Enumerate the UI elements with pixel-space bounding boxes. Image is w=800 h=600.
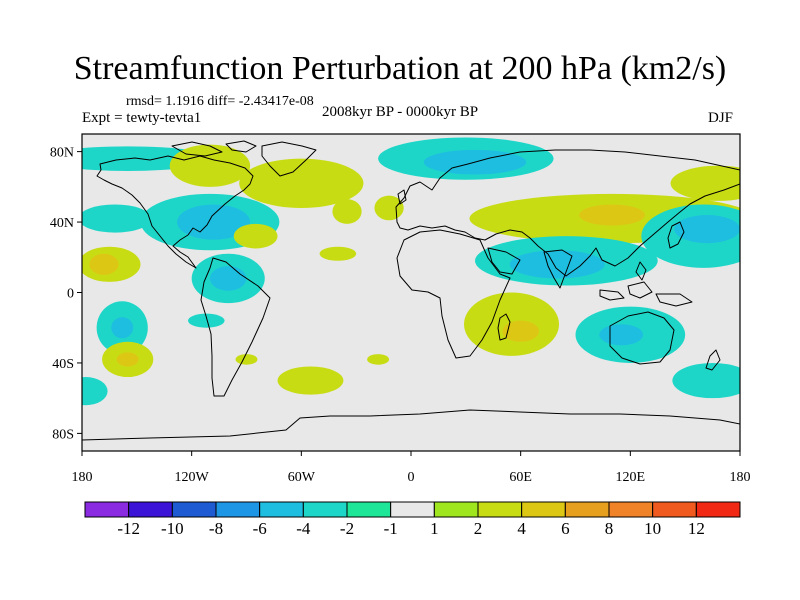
colorbar-swatch-0 bbox=[84, 501, 130, 518]
x-tick-label-3: 0 bbox=[408, 470, 415, 485]
anomaly-region-7 bbox=[89, 253, 119, 275]
colorbar-label-0: -12 bbox=[117, 519, 140, 538]
anomaly-region-15 bbox=[188, 313, 225, 328]
colorbar-swatch-7 bbox=[390, 501, 435, 518]
anomaly-region-26 bbox=[579, 204, 645, 226]
anomaly-region-33 bbox=[502, 320, 539, 342]
anomaly-region-1 bbox=[169, 144, 251, 187]
anomaly-region-29 bbox=[674, 215, 740, 244]
anomaly-region-5 bbox=[82, 204, 152, 233]
map-background bbox=[82, 134, 740, 451]
anomaly-region-9 bbox=[209, 266, 247, 291]
anomaly-region-27 bbox=[670, 165, 740, 201]
anomaly-region-35 bbox=[599, 324, 644, 346]
colorbar-swatch-11 bbox=[564, 501, 610, 518]
x-tick-label-0: 180 bbox=[72, 470, 93, 485]
colorbar: -12 -10 -8 -6 -4 -2 -1 1 2 4 6 8 10 12 bbox=[84, 501, 741, 538]
colorbar-swatch-9 bbox=[477, 501, 523, 518]
colorbar-label-7: 1 bbox=[430, 519, 439, 538]
anomaly-region-18 bbox=[82, 377, 108, 406]
season-label: DJF bbox=[708, 110, 734, 126]
x-tick-label-1: 120W bbox=[175, 470, 210, 485]
colorbar-swatch-2 bbox=[171, 501, 217, 518]
colorbar-label-2: -8 bbox=[209, 519, 223, 538]
anomaly-region-11 bbox=[319, 246, 357, 261]
y-tick-label-2: 0 bbox=[67, 287, 74, 302]
colorbar-label-13: 12 bbox=[688, 519, 705, 538]
chart-title: Streamfunction Perturbation at 200 hPa (… bbox=[73, 50, 727, 87]
x-tick-label-2: 60W bbox=[288, 470, 316, 485]
anomaly-region-36 bbox=[672, 362, 740, 399]
colorbar-swatch-8 bbox=[433, 501, 479, 518]
colorbar-label-8: 2 bbox=[474, 519, 483, 538]
anomaly-region-20 bbox=[235, 354, 258, 365]
y-tick-label-0: 80N bbox=[50, 146, 74, 161]
colorbar-label-12: 10 bbox=[644, 519, 661, 538]
anomaly-region-12 bbox=[332, 199, 362, 224]
x-tick-label-6: 180 bbox=[730, 470, 751, 485]
coastlines bbox=[82, 140, 740, 441]
anomaly-region-10 bbox=[233, 223, 278, 249]
colorbar-swatch-3 bbox=[215, 501, 261, 518]
colorbar-swatch-1 bbox=[128, 501, 173, 518]
anomaly-region-31 bbox=[509, 250, 605, 279]
colorbar-swatch-13 bbox=[652, 501, 697, 518]
anomaly-region-14 bbox=[111, 317, 134, 339]
anomaly-region-4 bbox=[177, 204, 251, 240]
stats-line: rmsd= 1.1916 diff= -2.43417e-08 bbox=[126, 94, 314, 109]
colorbar-swatch-6 bbox=[346, 501, 392, 518]
period-label: 2008kyr BP - 0000kyr BP bbox=[322, 104, 479, 120]
anomaly-region-2 bbox=[239, 158, 364, 208]
colorbar-swatch-12 bbox=[608, 501, 654, 518]
colorbar-label-10: 6 bbox=[561, 519, 570, 538]
colorbar-swatch-10 bbox=[521, 501, 566, 518]
x-tick-label-5: 120E bbox=[616, 470, 646, 485]
anomaly-region-17 bbox=[116, 352, 139, 367]
y-tick-label-3: 40S bbox=[52, 357, 74, 372]
y-tick-label-4: 80S bbox=[52, 427, 74, 442]
axes: 180 120W 60W 0 60E 120E 180 80N 40N 0 40S 80S bbox=[50, 146, 751, 485]
y-tick-label-1: 40N bbox=[50, 216, 74, 231]
colorbar-label-9: 4 bbox=[517, 519, 526, 538]
colorbar-label-3: -6 bbox=[253, 519, 267, 538]
colorbar-label-5: -2 bbox=[340, 519, 354, 538]
experiment-label: Expt = tewty-tevta1 bbox=[82, 110, 202, 126]
x-tick-label-4: 60E bbox=[509, 470, 532, 485]
anomaly-layer bbox=[82, 137, 740, 406]
colorbar-swatch-14 bbox=[695, 501, 741, 518]
anomaly-region-19 bbox=[277, 366, 344, 395]
anomaly-region-21 bbox=[367, 354, 390, 365]
colorbar-label-1: -10 bbox=[161, 519, 184, 538]
colorbar-swatch-5 bbox=[302, 501, 348, 518]
colorbar-label-4: -4 bbox=[296, 519, 311, 538]
colorbar-label-11: 8 bbox=[605, 519, 614, 538]
colorbar-swatch-4 bbox=[259, 501, 304, 518]
colorbar-label-6: -1 bbox=[384, 519, 398, 538]
